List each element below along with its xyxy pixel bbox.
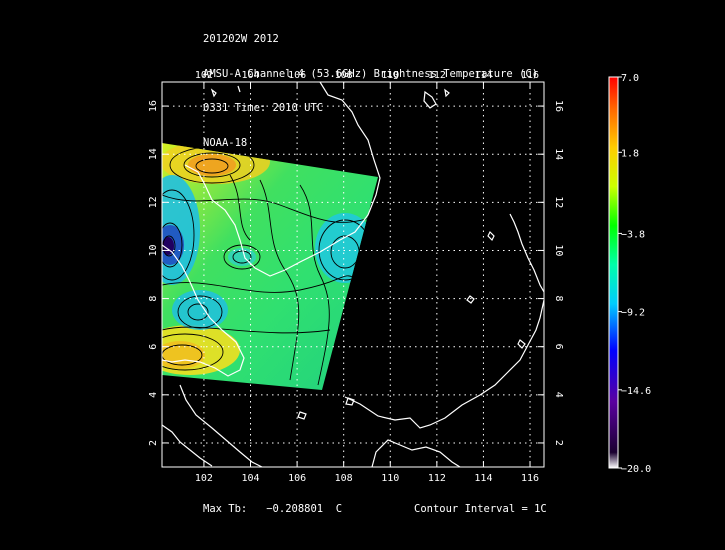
coastline-sumatra xyxy=(162,424,213,467)
cold-region-east xyxy=(315,213,375,283)
graticule xyxy=(162,82,544,467)
lat-label-left: 6 xyxy=(148,344,159,350)
lon-label-top: 102 xyxy=(195,70,213,81)
lon-label-bottom: 106 xyxy=(288,473,306,484)
island-small xyxy=(517,339,526,349)
lat-label-right: 16 xyxy=(553,100,564,112)
lat-label-left: 14 xyxy=(148,148,159,160)
coastline-borneo-south xyxy=(371,439,461,467)
colorbar-label: 7.0 xyxy=(621,73,639,84)
colorbar-label: −14.6 xyxy=(621,386,651,397)
title-line-1: 201202W 2012 xyxy=(203,33,279,45)
max-tb-readout: Max Tb: −0.208801 C xyxy=(203,503,342,515)
lon-label-top: 116 xyxy=(521,70,539,81)
colorbar-label: −3.8 xyxy=(621,229,645,240)
swath-field xyxy=(162,143,378,390)
max-tb-value: −0.208801 xyxy=(266,503,324,515)
colorbar-labels: 7.0 1.8 −3.8 −9.2 −14.6 −20.0 xyxy=(618,73,651,475)
coastline-borneo xyxy=(344,299,544,429)
contour-line xyxy=(162,189,195,281)
lon-label-top: 112 xyxy=(428,70,446,81)
island-small xyxy=(466,295,475,304)
coastline-malay-peninsula xyxy=(179,384,263,467)
island-small xyxy=(210,88,217,98)
lat-label-right: 12 xyxy=(553,196,564,208)
colorbar: 7.0 1.8 −3.8 −9.2 −14.6 −20.0 xyxy=(608,73,651,475)
lat-label-left: 8 xyxy=(148,296,159,302)
lon-label-top: 106 xyxy=(288,70,306,81)
contour-line xyxy=(162,344,203,366)
colorbar-scale xyxy=(608,76,619,469)
colorbar-label: 1.8 xyxy=(621,148,639,159)
max-tb-unit: C xyxy=(335,503,343,515)
lat-label-right: 10 xyxy=(553,244,564,256)
contour-line xyxy=(183,152,241,178)
lon-label-top: 108 xyxy=(335,70,353,81)
lon-label-bottom: 104 xyxy=(241,473,259,484)
lat-label-left: 4 xyxy=(148,392,159,398)
island-small xyxy=(444,88,450,98)
title-block: 201202W 2012 AMSU-A Channel 4 (53.6GHz) … xyxy=(203,11,538,161)
lat-label-right: 4 xyxy=(553,392,564,398)
colorbar-label: −20.0 xyxy=(621,464,651,475)
contour-line xyxy=(187,303,209,321)
contour-interval: Contour Interval = 1C xyxy=(414,503,547,515)
lon-label-bottom: 116 xyxy=(521,473,539,484)
title-line-4: NOAA-18 xyxy=(203,136,248,149)
contour-line xyxy=(232,250,252,264)
contour-line xyxy=(229,174,251,241)
colorbar-label: −9.2 xyxy=(621,308,645,319)
lon-label-bottom: 112 xyxy=(428,473,446,484)
coastline-philippines xyxy=(509,213,544,293)
contour-line xyxy=(162,194,378,223)
lon-label-bottom: 102 xyxy=(195,473,213,484)
contour-line xyxy=(162,222,183,268)
island-small xyxy=(487,230,495,242)
lat-label-right: 14 xyxy=(553,148,564,160)
contour-line xyxy=(162,333,224,371)
coastlines xyxy=(162,82,544,467)
lon-label-top: 104 xyxy=(241,70,259,81)
contour-line xyxy=(195,158,229,174)
lat-label-right: 6 xyxy=(553,344,564,350)
lon-label-bottom: 110 xyxy=(381,473,399,484)
lon-label-bottom: 114 xyxy=(474,473,492,484)
lon-label-bottom: 108 xyxy=(335,473,353,484)
max-tb-label: Max Tb: xyxy=(203,503,248,515)
contour-line xyxy=(177,295,223,329)
coastline-indochina xyxy=(184,82,381,277)
title-line-2: AMSU-A Channel 4 (53.6GHz) Brightness Te… xyxy=(203,67,539,80)
island-small xyxy=(345,397,355,406)
lon-label-top: 110 xyxy=(381,70,399,81)
lat-label-left: 16 xyxy=(148,100,159,112)
contour-line xyxy=(162,275,361,293)
title-line-3: 0331 Time: 2010 UTC xyxy=(203,102,324,114)
lat-label-left: 12 xyxy=(148,196,159,208)
island-small xyxy=(297,411,307,420)
map-frame xyxy=(161,81,545,468)
lat-label-right: 2 xyxy=(553,440,564,446)
contour-line xyxy=(299,184,330,386)
lon-label-top: 114 xyxy=(474,70,492,81)
coastline-gulf-thailand xyxy=(162,244,245,377)
island-small xyxy=(237,85,241,93)
lat-label-left: 2 xyxy=(148,440,159,446)
lat-label-right: 8 xyxy=(553,296,564,302)
contour-line xyxy=(162,326,331,334)
lat-label-left: 10 xyxy=(148,244,159,256)
axis-ticks: 1021021041041061061081081101101121121141… xyxy=(148,70,564,484)
coastline-hainan xyxy=(423,90,437,109)
